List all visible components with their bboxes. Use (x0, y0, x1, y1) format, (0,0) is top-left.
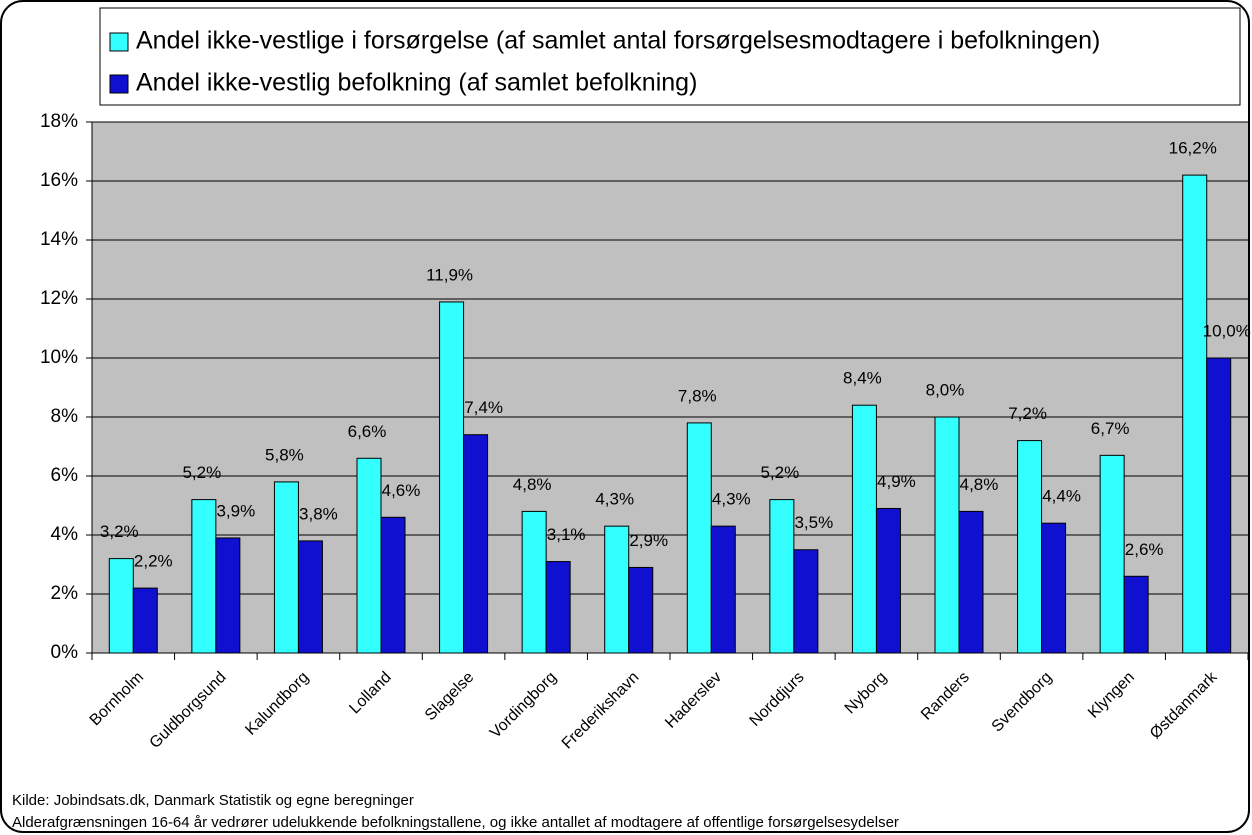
value-label: 3,2% (100, 522, 139, 541)
bar (1206, 357, 1232, 654)
value-label: 4,9% (877, 472, 916, 491)
y-tick-label: 4% (51, 524, 79, 545)
bar (356, 457, 382, 654)
value-label: 3,5% (794, 513, 833, 532)
value-label: 6,6% (348, 422, 387, 441)
value-label: 7,8% (678, 386, 717, 405)
y-tick-label: 8% (51, 406, 79, 427)
bar (851, 404, 877, 654)
bar (545, 561, 571, 654)
bar (628, 566, 654, 654)
value-label: 2,9% (629, 531, 668, 550)
bar (604, 525, 630, 654)
plot-area (92, 122, 1248, 653)
value-label: 2,6% (1125, 540, 1164, 559)
legend-label: Andel ikke-vestlige i forsørgelse (af sa… (136, 27, 1100, 55)
y-tick-label: 18% (40, 111, 78, 132)
bar (875, 507, 901, 654)
bar (191, 499, 217, 654)
bar (1182, 174, 1208, 654)
bar (297, 540, 323, 654)
bar (463, 434, 489, 654)
bar (934, 416, 960, 654)
bar (108, 558, 134, 654)
bar (215, 537, 241, 654)
value-label: 4,3% (712, 490, 751, 509)
value-label: 7,2% (1008, 404, 1047, 423)
bar (1099, 454, 1125, 654)
y-tick-label: 2% (51, 583, 79, 604)
legend-swatch (109, 32, 129, 52)
value-label: 11,9% (426, 265, 473, 284)
bar (1123, 575, 1149, 654)
value-label: 16,2% (1169, 139, 1217, 158)
value-label: 6,7% (1091, 419, 1130, 438)
bar (380, 516, 406, 654)
value-label: 4,8% (960, 475, 999, 494)
legend (99, 7, 1241, 106)
value-label: 8,0% (926, 380, 965, 399)
y-tick-label: 10% (40, 347, 78, 368)
value-label: 3,1% (547, 525, 586, 544)
bar (686, 422, 712, 654)
value-label: 4,8% (513, 475, 552, 494)
value-label: 8,4% (843, 369, 882, 388)
y-tick-label: 12% (40, 288, 78, 309)
y-tick-label: 6% (51, 465, 79, 486)
value-label: 3,8% (299, 504, 338, 523)
bar (769, 499, 795, 654)
value-label: 5,8% (265, 445, 304, 464)
value-label: 10,0% (1203, 321, 1251, 340)
bar (132, 587, 158, 654)
y-tick-label: 0% (51, 642, 79, 663)
bar (521, 510, 547, 654)
y-tick-label: 16% (40, 170, 78, 191)
value-label: 5,2% (760, 463, 799, 482)
note: Alderafgrænsningen 16-64 år vedrører ude… (12, 814, 899, 831)
value-label: 2,2% (134, 552, 173, 571)
value-label: 7,4% (464, 398, 503, 417)
bar (793, 549, 819, 654)
value-label: 5,2% (182, 463, 221, 482)
bar (958, 510, 984, 654)
value-label: 4,6% (382, 481, 421, 500)
y-tick-label: 14% (40, 229, 78, 250)
bar (1017, 440, 1043, 654)
legend-label: Andel ikke-vestlig befolkning (af samlet… (136, 69, 697, 97)
bar (439, 301, 465, 654)
value-label: 3,9% (216, 501, 255, 520)
legend-swatch (109, 74, 129, 94)
source: Kilde: Jobindsats.dk, Danmark Statistik … (12, 792, 414, 809)
bar (1041, 522, 1067, 654)
value-label: 4,4% (1042, 487, 1081, 506)
value-label: 4,3% (595, 490, 634, 509)
bar (710, 525, 736, 654)
bar (273, 481, 299, 654)
